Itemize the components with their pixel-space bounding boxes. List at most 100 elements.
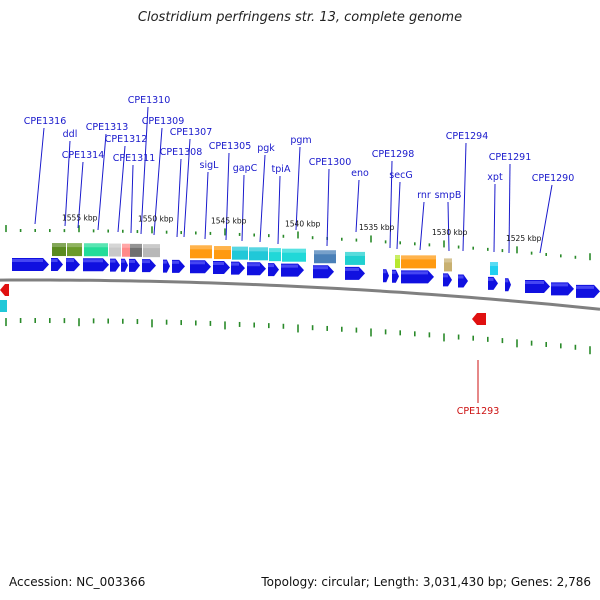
cog-block-highlight	[345, 251, 365, 256]
gene-label: CPE1298	[372, 149, 415, 160]
leader-line	[447, 201, 450, 252]
forward-gene-highlight	[129, 259, 136, 263]
gene-label: rnr	[417, 190, 431, 201]
cog-block	[401, 255, 436, 269]
cog-category-blocks	[0, 243, 498, 312]
leader-line	[34, 127, 45, 225]
cog-block	[67, 243, 82, 257]
forward-gene-highlight	[66, 259, 74, 263]
scale-labels: 1555 kbp 1550 kbp 1545 kbp 1540 kbp 1535 kbp…	[62, 214, 542, 243]
leader-line	[183, 138, 191, 238]
cog-block	[444, 258, 452, 272]
cog-block	[190, 245, 212, 259]
cog-block	[249, 247, 268, 261]
backbone-line	[0, 278, 600, 311]
forward-gene-highlight	[505, 279, 509, 283]
leader-line	[259, 154, 266, 243]
leader-line	[326, 168, 330, 247]
leader-line	[462, 142, 467, 252]
gene-label: CPE1293	[457, 406, 500, 417]
forward-gene-highlight	[142, 260, 150, 264]
cog-block	[84, 243, 108, 257]
leader-line	[64, 140, 71, 227]
gene-label: CPE1311	[113, 153, 156, 164]
genome-backbone	[0, 278, 600, 311]
gene-label: secG	[389, 170, 412, 181]
leader-line	[176, 158, 182, 238]
gene-arrows	[0, 258, 600, 325]
forward-gene-highlight	[51, 259, 58, 263]
cog-block	[143, 244, 160, 258]
gene-label: CPE1312	[105, 134, 148, 145]
gene-label: sigL	[200, 160, 220, 171]
cog-block	[269, 248, 281, 262]
map-title: Clostridium perfringens str. 13, complet…	[137, 10, 463, 25]
gene-label: CPE1305	[209, 141, 252, 152]
gene-label: CPE1316	[24, 116, 67, 127]
forward-gene-highlight	[488, 277, 494, 281]
leader-line	[389, 160, 393, 249]
forward-gene-highlight	[268, 264, 275, 268]
forward-gene-highlight	[525, 281, 544, 285]
cog-block-highlight	[143, 244, 160, 249]
gene-label: CPE1314	[62, 150, 105, 161]
scale-label: 1540 kbp	[285, 219, 321, 228]
leader-line	[77, 161, 84, 229]
cog-block	[0, 300, 7, 312]
cog-block	[232, 246, 248, 260]
forward-gene-highlight	[458, 275, 464, 279]
cog-block-highlight	[444, 258, 452, 263]
cog-block-highlight	[314, 250, 336, 255]
leader-line	[204, 171, 209, 240]
cog-block-highlight	[395, 254, 400, 259]
cog-block	[345, 251, 365, 265]
forward-gene-highlight	[443, 274, 448, 278]
forward-gene-highlight	[247, 263, 260, 267]
gene-label: CPE1309	[142, 116, 185, 127]
leader-line	[419, 201, 425, 251]
cog-block	[282, 248, 306, 262]
leader-line	[508, 163, 511, 254]
gene-label: CPE1294	[446, 131, 489, 142]
leader-line	[225, 152, 230, 241]
gene-label: pgm	[290, 135, 311, 146]
gene-label: smpB	[435, 190, 462, 201]
gene-label: eno	[351, 168, 369, 179]
cog-block-highlight	[67, 243, 82, 248]
gene-label: xpt	[487, 172, 503, 183]
scale-label: 1535 kbp	[359, 223, 395, 232]
forward-gene-highlight	[281, 264, 298, 268]
gene-label: CPE1310	[128, 95, 171, 106]
forward-gene-highlight	[190, 261, 205, 265]
forward-gene-highlight	[231, 262, 239, 266]
forward-gene-highlight	[83, 259, 103, 263]
forward-gene-highlight	[576, 285, 594, 289]
cog-block-highlight	[122, 243, 130, 248]
leader-line	[241, 174, 245, 242]
cog-block-highlight	[401, 255, 436, 260]
cog-block-highlight	[232, 246, 248, 251]
cog-block	[395, 254, 400, 268]
scale-label: 1530 kbp	[432, 228, 468, 237]
leader-line	[97, 133, 107, 231]
gene-label: CPE1291	[489, 152, 532, 163]
leader-line	[153, 127, 163, 236]
cog-block-highlight	[84, 243, 108, 248]
cog-block-highlight	[214, 246, 231, 251]
cog-block-highlight	[490, 262, 498, 267]
leader-line	[130, 164, 134, 234]
cog-block-highlight	[282, 248, 306, 253]
gene-label: CPE1313	[86, 122, 129, 133]
scale-label: 1550 kbp	[138, 215, 174, 224]
cog-block	[109, 243, 121, 257]
label-leader-lines	[34, 106, 553, 403]
leader-line	[295, 146, 301, 231]
scale-label: 1555 kbp	[62, 214, 98, 223]
leader-line	[493, 183, 496, 253]
cog-block-highlight	[52, 243, 66, 248]
forward-gene-highlight	[121, 259, 125, 263]
forward-gene-highlight	[392, 270, 396, 274]
scale-label: 1525 kbp	[506, 234, 542, 243]
